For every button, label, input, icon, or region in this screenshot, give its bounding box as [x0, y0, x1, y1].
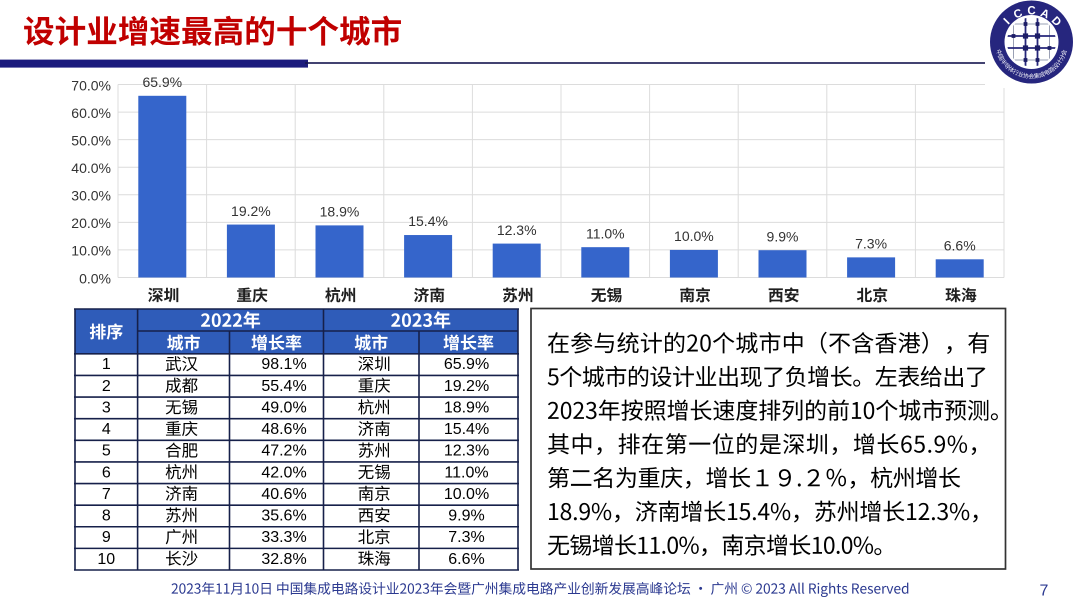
svg-text:65.9%: 65.9% [142, 74, 182, 90]
svg-text:C: C [1027, 6, 1035, 18]
svg-text:6.6%: 6.6% [448, 551, 484, 568]
svg-text:33.3%: 33.3% [261, 529, 306, 546]
svg-text:40.6%: 40.6% [261, 486, 306, 503]
svg-text:40.0%: 40.0% [71, 160, 111, 176]
svg-text:10.0%: 10.0% [71, 243, 111, 259]
svg-text:55.4%: 55.4% [261, 378, 306, 395]
svg-text:60.0%: 60.0% [71, 105, 111, 121]
svg-text:10: 10 [97, 551, 115, 568]
svg-text:50.0%: 50.0% [71, 132, 111, 148]
svg-text:I: I [1002, 16, 1013, 27]
svg-text:4: 4 [102, 421, 111, 438]
svg-text:9.9%: 9.9% [448, 508, 484, 525]
svg-text:20.0%: 20.0% [71, 215, 111, 231]
svg-text:6: 6 [102, 464, 111, 481]
svg-text:7: 7 [1040, 583, 1049, 600]
svg-text:65.9%: 65.9% [444, 356, 489, 373]
svg-text:35.6%: 35.6% [261, 508, 306, 525]
svg-text:12.3%: 12.3% [497, 222, 537, 238]
svg-text:32.8%: 32.8% [261, 551, 306, 568]
svg-text:18.9%: 18.9% [444, 400, 489, 417]
svg-text:15.4%: 15.4% [444, 421, 489, 438]
svg-text:48.6%: 48.6% [261, 421, 306, 438]
svg-text:10.0%: 10.0% [444, 486, 489, 503]
svg-text:1: 1 [102, 356, 111, 373]
svg-text:19.2%: 19.2% [444, 378, 489, 395]
svg-text:9: 9 [102, 529, 111, 546]
svg-text:47.2%: 47.2% [261, 443, 306, 460]
svg-text:15.4%: 15.4% [408, 213, 448, 229]
svg-text:18.9%: 18.9% [320, 204, 360, 220]
svg-text:3: 3 [102, 400, 111, 417]
svg-text:7.3%: 7.3% [855, 236, 887, 252]
svg-text:6.6%: 6.6% [944, 238, 976, 254]
svg-text:8: 8 [102, 508, 111, 525]
svg-text:30.0%: 30.0% [71, 188, 111, 204]
svg-text:70.0%: 70.0% [71, 77, 111, 93]
svg-text:19.2%: 19.2% [231, 203, 271, 219]
svg-text:9.9%: 9.9% [767, 228, 799, 244]
svg-text:11.0%: 11.0% [586, 225, 625, 241]
svg-text:11.0%: 11.0% [444, 464, 488, 481]
svg-text:2: 2 [102, 378, 111, 395]
svg-text:12.3%: 12.3% [444, 443, 489, 460]
svg-text:49.0%: 49.0% [261, 400, 306, 417]
svg-text:42.0%: 42.0% [261, 464, 306, 481]
svg-text:7: 7 [102, 486, 111, 503]
svg-text:7.3%: 7.3% [448, 529, 484, 546]
svg-text:10.0%: 10.0% [674, 228, 714, 244]
svg-text:98.1%: 98.1% [261, 356, 306, 373]
svg-text:5: 5 [102, 443, 111, 460]
svg-text:0.0%: 0.0% [79, 270, 111, 286]
